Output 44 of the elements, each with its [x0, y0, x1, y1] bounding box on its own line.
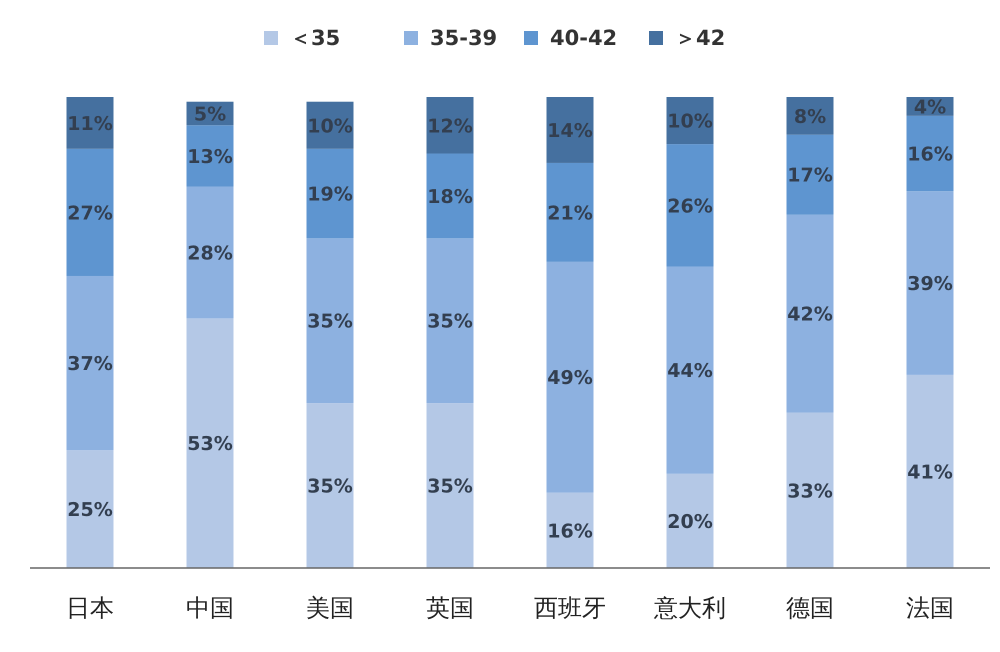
data-label: 53% — [187, 433, 233, 456]
x-tick-label: 德国 — [786, 594, 834, 622]
data-label: 37% — [67, 353, 113, 376]
data-label: 19% — [307, 184, 353, 206]
data-label: 18% — [427, 186, 473, 208]
data-label: 39% — [907, 273, 953, 296]
data-label: 35% — [427, 310, 473, 333]
data-label: 4% — [914, 96, 946, 118]
data-label: 20% — [667, 510, 713, 533]
x-tick-label: 美国 — [306, 594, 354, 622]
legend-label: 35-39 — [430, 26, 498, 50]
data-label: 28% — [187, 242, 233, 264]
legend-label: ＞42 — [675, 26, 726, 50]
x-tick-label: 中国 — [186, 594, 234, 622]
data-label: 33% — [787, 480, 833, 502]
data-label: 35% — [307, 310, 353, 333]
data-label: 49% — [547, 367, 593, 390]
x-tick-label: 日本 — [66, 594, 114, 622]
data-label: 35% — [307, 476, 353, 498]
data-label: 10% — [307, 115, 353, 138]
data-label: 17% — [787, 164, 833, 187]
data-label: 11% — [67, 112, 113, 135]
data-label: 42% — [787, 304, 833, 326]
data-label: 8% — [794, 106, 826, 128]
x-tick-label: 法国 — [906, 594, 954, 622]
data-label: 16% — [547, 520, 593, 542]
data-label: 26% — [667, 195, 713, 218]
data-label: 16% — [907, 144, 953, 166]
x-tick-label: 意大利 — [653, 594, 726, 622]
data-label: 13% — [187, 146, 233, 168]
data-label: 44% — [667, 360, 713, 382]
data-label: 5% — [194, 103, 226, 126]
data-label: 21% — [547, 202, 593, 224]
data-label: 35% — [427, 476, 473, 498]
data-label: 14% — [547, 120, 593, 142]
data-label: 12% — [427, 115, 473, 138]
data-label: 25% — [67, 499, 113, 522]
data-label: 41% — [907, 461, 953, 484]
data-label: 27% — [67, 202, 113, 224]
x-tick-label: 西班牙 — [534, 594, 606, 622]
x-tick-label: 英国 — [426, 594, 474, 622]
legend-label: ＜35 — [290, 26, 340, 50]
legend-label: 40-42 — [550, 26, 618, 50]
data-label: 10% — [667, 110, 713, 133]
